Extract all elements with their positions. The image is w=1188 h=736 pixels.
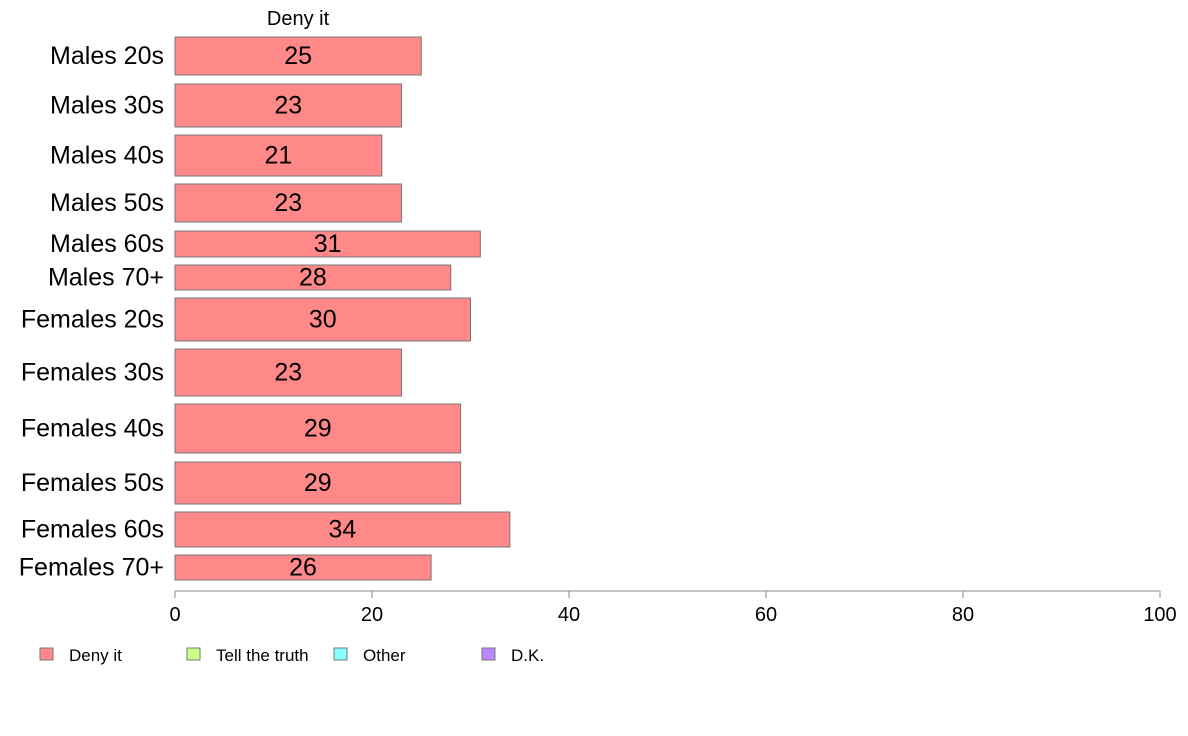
x-tick-label: 60 [755, 604, 777, 626]
legend-label: D.K. [511, 646, 544, 665]
category-label: Males 60s [50, 230, 164, 258]
legend-label: Other [363, 646, 406, 665]
bar-males-20s-deny-it [174, 36, 422, 76]
x-tick-label: 20 [361, 604, 383, 626]
bar-females-50s-deny-it [174, 461, 462, 505]
bars-group [174, 36, 511, 581]
value-label: 23 [274, 92, 302, 120]
bar-males-60s-deny-it [174, 230, 481, 258]
x-tick-label: 80 [952, 604, 974, 626]
value-label: 34 [329, 516, 357, 544]
value-label: 29 [304, 469, 332, 497]
value-label: 25 [284, 42, 312, 70]
legend: Deny it Tell the truth Other D.K. [39, 646, 544, 665]
x-tick-label: 0 [169, 604, 180, 626]
legend-swatch [39, 647, 54, 661]
bar-females-60s-deny-it [174, 511, 511, 548]
value-label: 31 [314, 230, 342, 258]
bar-females-20s-deny-it [174, 297, 471, 342]
category-label: Males 70+ [48, 264, 164, 292]
legend-swatch [186, 647, 201, 661]
category-label: Males 30s [50, 92, 164, 120]
category-labels: Males 20s Males 30s Males 40s Males 50s Male… [19, 42, 164, 582]
bar-males-50s-deny-it [174, 183, 403, 223]
legend-label: Tell the truth [216, 646, 309, 665]
category-label: Males 50s [50, 189, 164, 217]
bar-females-30s-deny-it [174, 348, 403, 397]
value-label: 23 [274, 359, 302, 387]
legend-swatch [481, 647, 496, 661]
value-label: 28 [299, 264, 327, 292]
x-tick-label: 100 [1143, 604, 1176, 626]
category-label: Females 50s [21, 469, 164, 497]
bar-females-70--deny-it [174, 554, 432, 581]
bar-males-70--deny-it [174, 264, 452, 291]
category-label: Males 20s [50, 42, 164, 70]
legend-label: Deny it [69, 646, 122, 665]
bar-females-40s-deny-it [174, 403, 462, 454]
value-label: 21 [265, 142, 293, 170]
category-label: Males 40s [50, 142, 164, 170]
category-label: Females 40s [21, 415, 164, 443]
bar-males-30s-deny-it [174, 83, 403, 128]
value-label: 23 [274, 189, 302, 217]
legend-swatch [333, 647, 348, 661]
chart-title: Deny it [267, 8, 330, 30]
value-label: 26 [289, 554, 317, 582]
category-label: Females 20s [21, 306, 164, 334]
category-label: Females 70+ [19, 554, 164, 582]
value-label: 29 [304, 415, 332, 443]
bar-males-40s-deny-it [174, 134, 383, 177]
x-tick-label: 40 [558, 604, 580, 626]
x-axis: 0 20 40 60 80 100 [169, 590, 1177, 626]
category-label: Females 30s [21, 359, 164, 387]
category-label: Females 60s [21, 516, 164, 544]
value-label: 30 [309, 306, 337, 334]
